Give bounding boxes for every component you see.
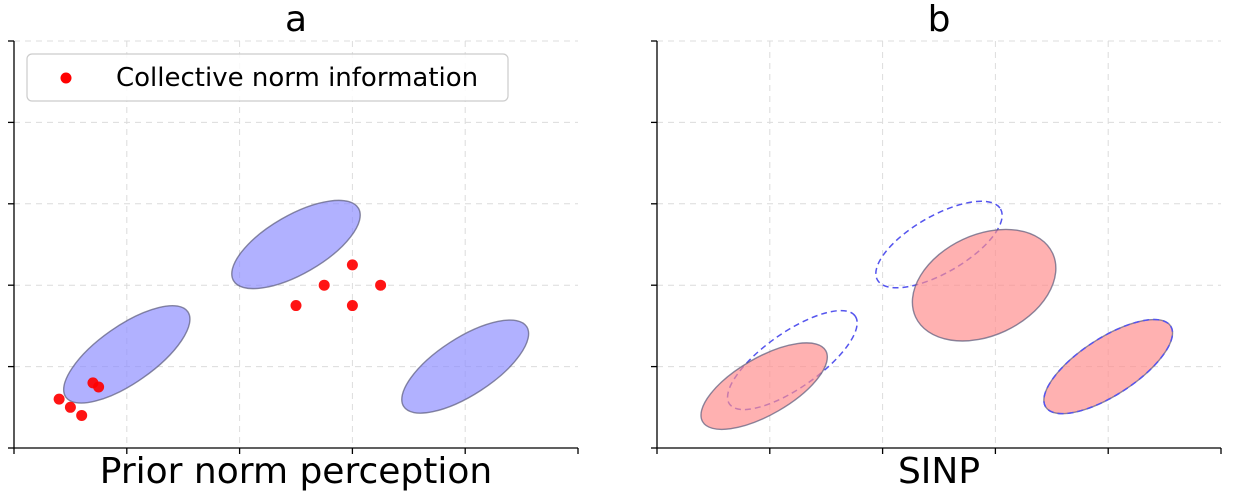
ellipse-prior-mid: [231, 199, 361, 290]
legend-box: [26, 53, 509, 102]
x-axis-label: Prior norm perception: [100, 451, 492, 491]
scatter-point: [53, 393, 65, 405]
panel-title: a: [285, 0, 307, 40]
scatter-point: [76, 409, 88, 421]
scatter-point: [375, 279, 387, 291]
panel-title: b: [928, 0, 951, 40]
x-axis-label: SINP: [898, 451, 980, 491]
panel-a: a Prior norm perception Collective norm in…: [8, 0, 579, 491]
ellipse-prior-high: [401, 319, 530, 414]
panel-b: b SINP: [651, 0, 1222, 491]
scatter-point: [346, 300, 358, 312]
legend: Collective norm information: [26, 53, 509, 102]
scatter-point: [64, 401, 76, 413]
scatter-point: [346, 259, 358, 271]
legend-marker: [60, 72, 72, 84]
scatter-point: [290, 300, 302, 312]
ellipse-sinp-low: [700, 342, 829, 431]
scatter-point: [318, 279, 330, 291]
ellipse-sinp-mid: [911, 228, 1057, 342]
legend-label: Collective norm information: [116, 63, 478, 93]
scatter-point: [93, 381, 105, 393]
ellipse-sinp-high-outline: [1043, 318, 1174, 415]
